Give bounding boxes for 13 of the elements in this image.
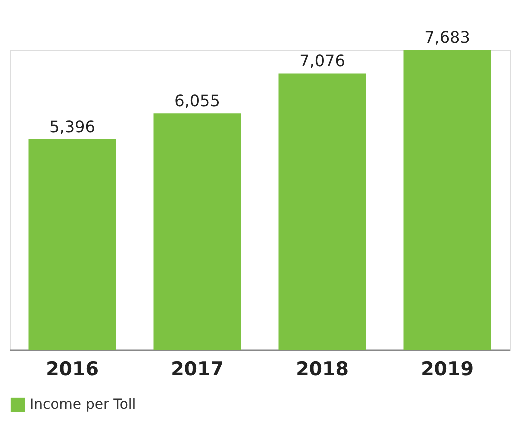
x-tick-label: 2018	[296, 358, 349, 380]
bar	[154, 114, 242, 350]
x-tick-label: 2016	[46, 358, 99, 380]
data-label: 6,055	[174, 92, 220, 111]
bar	[404, 50, 492, 350]
legend-label: Income per Toll	[30, 397, 136, 413]
x-tick-label: 2017	[171, 358, 224, 380]
data-label: 7,076	[300, 52, 346, 71]
bar	[28, 139, 116, 350]
bar	[278, 74, 366, 350]
data-label: 7,683	[424, 28, 470, 47]
x-tick-label: 2019	[421, 358, 474, 380]
data-label: 5,396	[50, 117, 96, 136]
